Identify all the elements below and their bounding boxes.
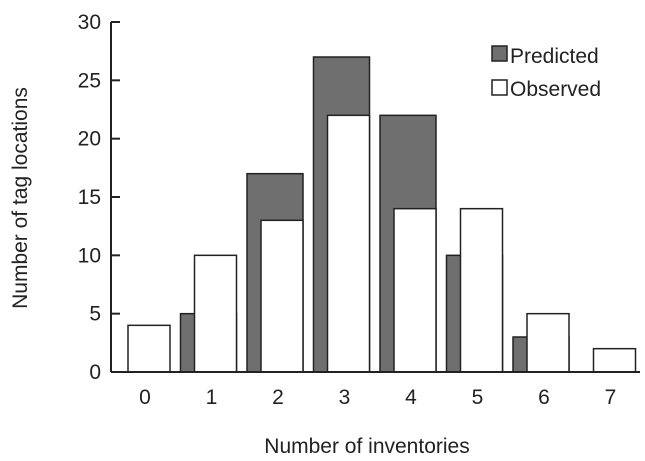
- y-tick-label-20: 20: [78, 128, 101, 151]
- y-ticks-group: 0 5 10 15 20 25 30: [78, 11, 120, 384]
- legend-swatch-predicted: [491, 45, 508, 62]
- y-tick-label-15: 15: [78, 186, 101, 209]
- x-tick-label-6: 6: [538, 386, 550, 409]
- legend-label-predicted: Predicted: [510, 45, 599, 68]
- bar-observed-1: [193, 254, 238, 373]
- bar-observed-2: [260, 219, 304, 373]
- legend-swatch-observed: [491, 79, 508, 96]
- y-tick-label-25: 25: [78, 69, 101, 92]
- bars-group: [127, 56, 637, 373]
- bar-observed-6: [526, 312, 570, 373]
- bar-observed-0: [127, 324, 171, 373]
- y-tick-label-30: 30: [78, 11, 101, 34]
- x-axis-title: Number of inventories: [264, 435, 469, 458]
- x-tick-label-0: 0: [139, 386, 151, 409]
- legend-label-observed: Observed: [510, 78, 601, 101]
- y-tick-label-10: 10: [78, 244, 101, 267]
- bar-observed-3: [326, 114, 371, 373]
- bar-observed-5: [459, 207, 504, 373]
- x-tick-label-4: 4: [405, 386, 417, 409]
- x-ticks-group: 0 1 2 3 4 5 6 7: [139, 386, 616, 409]
- y-axis-title: Number of tag locations: [9, 87, 32, 309]
- bar-observed-4: [393, 207, 437, 373]
- y-tick-label-0: 0: [89, 361, 101, 384]
- x-tick-label-5: 5: [472, 386, 484, 409]
- x-tick-label-7: 7: [605, 386, 617, 409]
- y-tick-label-5: 5: [89, 303, 101, 326]
- x-tick-label-2: 2: [272, 386, 284, 409]
- legend: Predicted Observed: [491, 45, 601, 101]
- bar-observed-7: [592, 347, 637, 373]
- x-tick-label-1: 1: [206, 386, 218, 409]
- x-tick-label-3: 3: [339, 386, 351, 409]
